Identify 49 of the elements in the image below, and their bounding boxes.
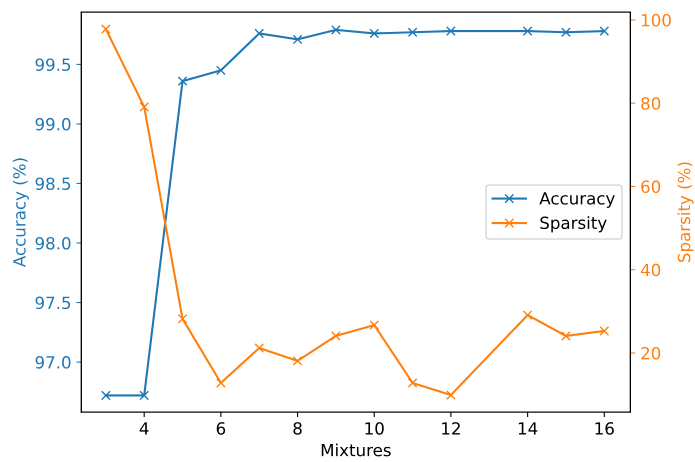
y-tick-label: 98.5	[36, 177, 70, 190]
point	[408, 378, 418, 388]
point	[331, 331, 341, 341]
point	[522, 26, 532, 36]
point	[522, 310, 532, 320]
y2-tick-label: 80	[641, 97, 660, 110]
x-tick-label: 16	[596, 422, 614, 435]
point	[446, 26, 456, 36]
y2-axis-title: Sparsity (%)	[677, 162, 694, 262]
point	[369, 320, 380, 330]
point	[216, 378, 226, 388]
point	[331, 25, 341, 35]
point	[254, 28, 264, 38]
x-tick-label: 10	[365, 422, 384, 435]
x-tick-label: 4	[140, 422, 149, 434]
y-tick-label: 97.0	[36, 356, 70, 369]
y-tick-label: 97.5	[36, 296, 70, 310]
point	[292, 34, 302, 44]
x-tick-label: 6	[216, 422, 226, 435]
y-tick-label: 98.0	[36, 236, 70, 250]
point	[139, 390, 150, 400]
point	[100, 390, 111, 400]
point	[561, 27, 571, 38]
y2-tick-label: 40	[640, 264, 660, 276]
y-axis-title: Accuracy (%)	[12, 158, 29, 268]
y2-tick-label: 60	[641, 180, 660, 194]
x-tick-label: 14	[518, 422, 538, 434]
x-tick-label: 8	[293, 422, 302, 435]
legend-label: Accuracy	[539, 192, 615, 208]
point	[139, 102, 150, 112]
y2-tick-label: 20	[641, 346, 660, 360]
y-tick-label: 99.0	[36, 118, 70, 131]
x-tick-label: 12	[442, 422, 460, 434]
point	[561, 331, 571, 341]
point	[254, 343, 264, 353]
point	[369, 28, 380, 38]
point	[178, 76, 188, 86]
point	[216, 65, 226, 76]
point	[178, 314, 188, 324]
legend-label: Sparsity	[540, 216, 607, 232]
point	[599, 326, 610, 336]
point	[292, 356, 302, 366]
point	[599, 26, 610, 36]
y2-tick-label: 100	[642, 14, 671, 26]
x-axis-title: Mixtures	[322, 444, 391, 456]
point	[408, 27, 418, 38]
point	[446, 390, 456, 400]
y-tick-label: 99.5	[36, 58, 70, 71]
point	[100, 24, 111, 34]
